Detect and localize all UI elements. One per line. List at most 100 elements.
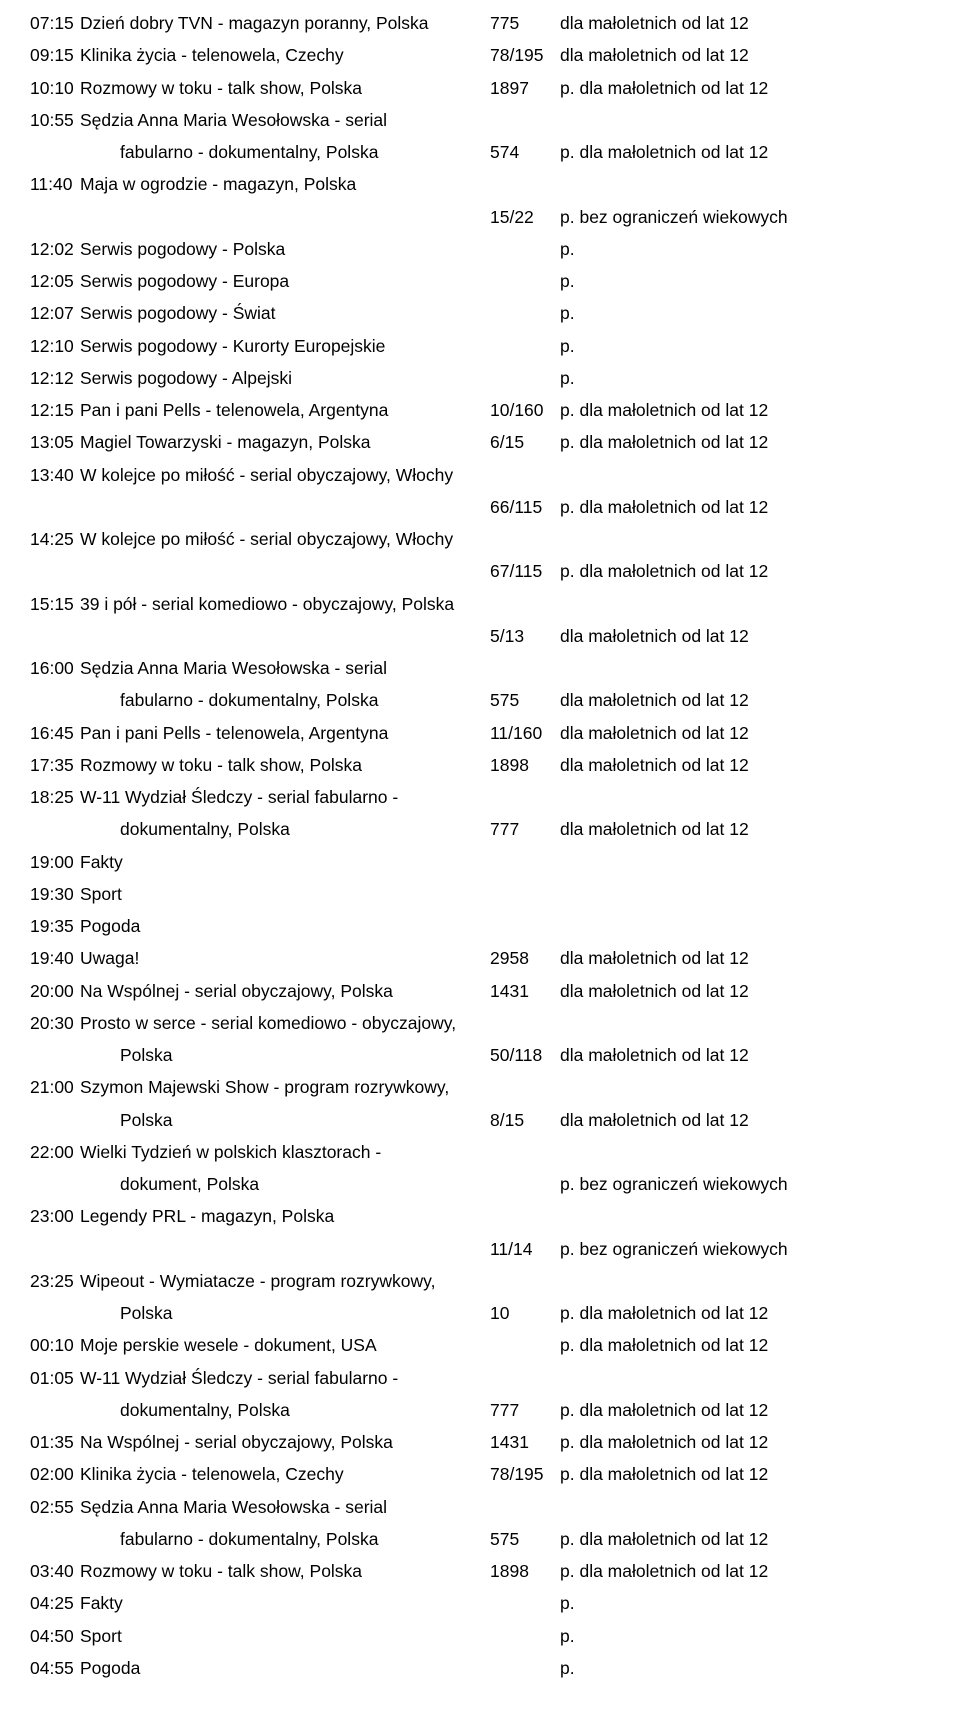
schedule-row: 19:30Sport [30,881,930,907]
program-title-cont: Polska [80,1042,490,1068]
program-episode-cont: 5/13 [490,623,560,649]
program-title: Serwis pogodowy - Europa [80,268,490,294]
schedule-row-cont: Polska50/118dla małoletnich od lat 12 [30,1042,930,1068]
program-time: 03:40 [30,1558,80,1584]
program-time: 01:05 [30,1365,80,1391]
program-episode-cont: 574 [490,139,560,165]
program-rating: p. [560,1590,930,1616]
program-rating: p. [560,268,930,294]
schedule-row: 03:40Rozmowy w toku - talk show, Polska1… [30,1558,930,1584]
schedule-row: 12:07Serwis pogodowy - Światp. [30,300,930,326]
program-title: Wielki Tydzień w polskich klasztorach - [80,1139,490,1165]
schedule-row-cont: 5/13dla małoletnich od lat 12 [30,623,930,649]
program-rating: dla małoletnich od lat 12 [560,720,930,746]
program-episode-cont: 66/115 [490,494,560,520]
program-episode-cont: 10 [490,1300,560,1326]
schedule-row: 16:45Pan i pani Pells - telenowela, Arge… [30,720,930,746]
program-title: Klinika życia - telenowela, Czechy [80,42,490,68]
program-time: 10:55 [30,107,80,133]
program-title: Legendy PRL - magazyn, Polska [80,1203,490,1229]
schedule-row: 12:15Pan i pani Pells - telenowela, Arge… [30,397,930,423]
program-title: Szymon Majewski Show - program rozrywkow… [80,1074,490,1100]
schedule-row: 13:05Magiel Towarzyski - magazyn, Polska… [30,429,930,455]
program-time: 18:25 [30,784,80,810]
program-title-cont: dokumentalny, Polska [80,816,490,842]
schedule-row: 10:10Rozmowy w toku - talk show, Polska1… [30,75,930,101]
program-title: Serwis pogodowy - Alpejski [80,365,490,391]
program-rating: p. dla małoletnich od lat 12 [560,1461,930,1487]
program-episode: 775 [490,10,560,36]
program-rating-cont: p. dla małoletnich od lat 12 [560,1300,930,1326]
program-title: Rozmowy w toku - talk show, Polska [80,752,490,778]
schedule-row: 23:00Legendy PRL - magazyn, Polska [30,1203,930,1229]
program-time: 13:40 [30,462,80,488]
program-rating: p. [560,236,930,262]
program-rating: p. [560,333,930,359]
program-time: 19:40 [30,945,80,971]
program-episode-cont: 67/115 [490,558,560,584]
program-time: 11:40 [30,171,80,197]
program-title: Wipeout - Wymiatacze - program rozrywkow… [80,1268,490,1294]
program-time: 04:25 [30,1590,80,1616]
schedule-row: 04:55Pogodap. [30,1655,930,1681]
program-rating-cont: dla małoletnich od lat 12 [560,687,930,713]
program-title-cont: Polska [80,1300,490,1326]
schedule-row-cont: fabularno - dokumentalny, Polska575p. dl… [30,1526,930,1552]
program-title: Serwis pogodowy - Polska [80,236,490,262]
program-title: Sport [80,881,490,907]
schedule-row: 00:10Moje perskie wesele - dokument, USA… [30,1332,930,1358]
program-episode-cont: 777 [490,816,560,842]
program-title: Maja w ogrodzie - magazyn, Polska [80,171,490,197]
program-title: Pan i pani Pells - telenowela, Argentyna [80,397,490,423]
schedule-row: 12:12Serwis pogodowy - Alpejskip. [30,365,930,391]
schedule-row: 12:05Serwis pogodowy - Europap. [30,268,930,294]
program-title: W kolejce po miłość - serial obyczajowy,… [80,462,490,488]
program-rating: dla małoletnich od lat 12 [560,978,930,1004]
program-episode: 1431 [490,1429,560,1455]
schedule-row: 20:30Prosto w serce - serial komediowo -… [30,1010,930,1036]
program-title-cont: fabularno - dokumentalny, Polska [80,139,490,165]
program-title: Sport [80,1623,490,1649]
program-episode: 11/160 [490,720,560,746]
program-time: 07:15 [30,10,80,36]
tv-schedule-list: 07:15Dzień dobry TVN - magazyn poranny, … [30,10,930,1681]
program-title: W kolejce po miłość - serial obyczajowy,… [80,526,490,552]
program-episode-cont: 50/118 [490,1042,560,1068]
program-time: 21:00 [30,1074,80,1100]
schedule-row: 18:25W-11 Wydział Śledczy - serial fabul… [30,784,930,810]
program-episode: 1897 [490,75,560,101]
schedule-row-cont: 15/22p. bez ograniczeń wiekowych [30,204,930,230]
program-title-cont: dokumentalny, Polska [80,1397,490,1423]
schedule-row: 19:35Pogoda [30,913,930,939]
program-episode-cont: 11/14 [490,1236,560,1262]
program-episode: 78/195 [490,42,560,68]
schedule-row: 10:55Sędzia Anna Maria Wesołowska - seri… [30,107,930,133]
schedule-row: 12:10Serwis pogodowy - Kurorty Europejsk… [30,333,930,359]
program-time: 04:50 [30,1623,80,1649]
program-title: Fakty [80,1590,490,1616]
program-rating: p. dla małoletnich od lat 12 [560,1332,930,1358]
program-rating: p. dla małoletnich od lat 12 [560,75,930,101]
schedule-row: 20:00Na Wspólnej - serial obyczajowy, Po… [30,978,930,1004]
program-title: W-11 Wydział Śledczy - serial fabularno … [80,1365,490,1391]
program-time: 12:10 [30,333,80,359]
schedule-row: 02:55Sędzia Anna Maria Wesołowska - seri… [30,1494,930,1520]
program-title: W-11 Wydział Śledczy - serial fabularno … [80,784,490,810]
program-rating-cont: dla małoletnich od lat 12 [560,1042,930,1068]
program-time: 02:55 [30,1494,80,1520]
program-rating-cont: dla małoletnich od lat 12 [560,1107,930,1133]
schedule-row-cont: dokument, Polskap. bez ograniczeń wiekow… [30,1171,930,1197]
program-rating: p. dla małoletnich od lat 12 [560,1558,930,1584]
program-title: Klinika życia - telenowela, Czechy [80,1461,490,1487]
program-title: Sędzia Anna Maria Wesołowska - serial [80,107,490,133]
schedule-row-cont: dokumentalny, Polska777dla małoletnich o… [30,816,930,842]
program-episode: 1431 [490,978,560,1004]
program-time: 20:00 [30,978,80,1004]
program-title-cont: dokument, Polska [80,1171,490,1197]
schedule-row: 13:40W kolejce po miłość - serial obycza… [30,462,930,488]
program-rating: dla małoletnich od lat 12 [560,752,930,778]
program-title: Pan i pani Pells - telenowela, Argentyna [80,720,490,746]
program-title: Pogoda [80,1655,490,1681]
program-episode-cont: 8/15 [490,1107,560,1133]
program-rating-cont: p. dla małoletnich od lat 12 [560,558,930,584]
